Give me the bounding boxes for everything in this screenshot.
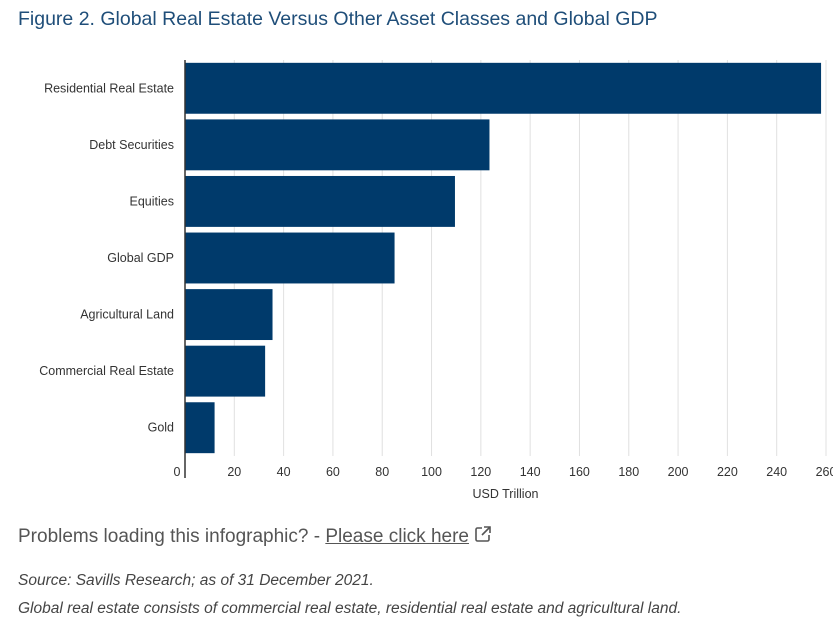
category-label: Residential Real Estate [44, 81, 174, 95]
x-tick-label: 100 [421, 465, 442, 479]
x-tick-label: 80 [375, 465, 389, 479]
external-link-icon[interactable] [473, 524, 493, 550]
x-tick-label: 140 [520, 465, 541, 479]
category-label: Commercial Real Estate [39, 364, 174, 378]
definition-note: Global real estate consists of commercia… [18, 600, 682, 617]
x-tick-label: 220 [717, 465, 738, 479]
tick-labels: 0 20 40 60 80 100 120 140 160 180 200 220 240 260 [174, 465, 833, 479]
problem-text: Problems loading this infographic? - [18, 526, 326, 547]
x-axis-title: USD Trillion [473, 487, 539, 501]
chart-title: Figure 2. Global Real Estate Versus Othe… [18, 8, 658, 30]
bar[interactable] [185, 119, 490, 171]
category-label: Gold [148, 421, 174, 435]
bar[interactable] [185, 62, 822, 114]
x-tick-label: 0 [174, 465, 181, 479]
x-tick-label: 40 [277, 465, 291, 479]
bar[interactable] [185, 232, 395, 284]
x-tick-label: 200 [668, 465, 689, 479]
bar-chart: Residential Real Estate Debt Securities Eq… [39, 60, 833, 501]
category-label: Equities [130, 194, 174, 208]
category-label: Global GDP [107, 251, 174, 265]
x-tick-label: 260 [816, 465, 833, 479]
category-label: Agricultural Land [80, 308, 174, 322]
source-note: Source: Savills Research; as of 31 Decem… [18, 572, 374, 589]
x-tick-label: 120 [470, 465, 491, 479]
x-tick-label: 20 [227, 465, 241, 479]
x-tick-label: 60 [326, 465, 340, 479]
bars [185, 62, 822, 454]
bar[interactable] [185, 289, 273, 341]
category-label: Debt Securities [89, 138, 174, 152]
category-labels: Residential Real Estate Debt Securities Eq… [39, 81, 174, 434]
bar[interactable] [185, 345, 266, 397]
bar[interactable] [185, 175, 455, 227]
x-tick-label: 160 [569, 465, 590, 479]
bar[interactable] [185, 402, 215, 454]
please-click-here-link[interactable]: Please click here [325, 526, 469, 547]
x-tick-label: 180 [618, 465, 639, 479]
loading-problem-text: Problems loading this infographic? - Ple… [18, 524, 493, 550]
x-tick-label: 240 [766, 465, 787, 479]
